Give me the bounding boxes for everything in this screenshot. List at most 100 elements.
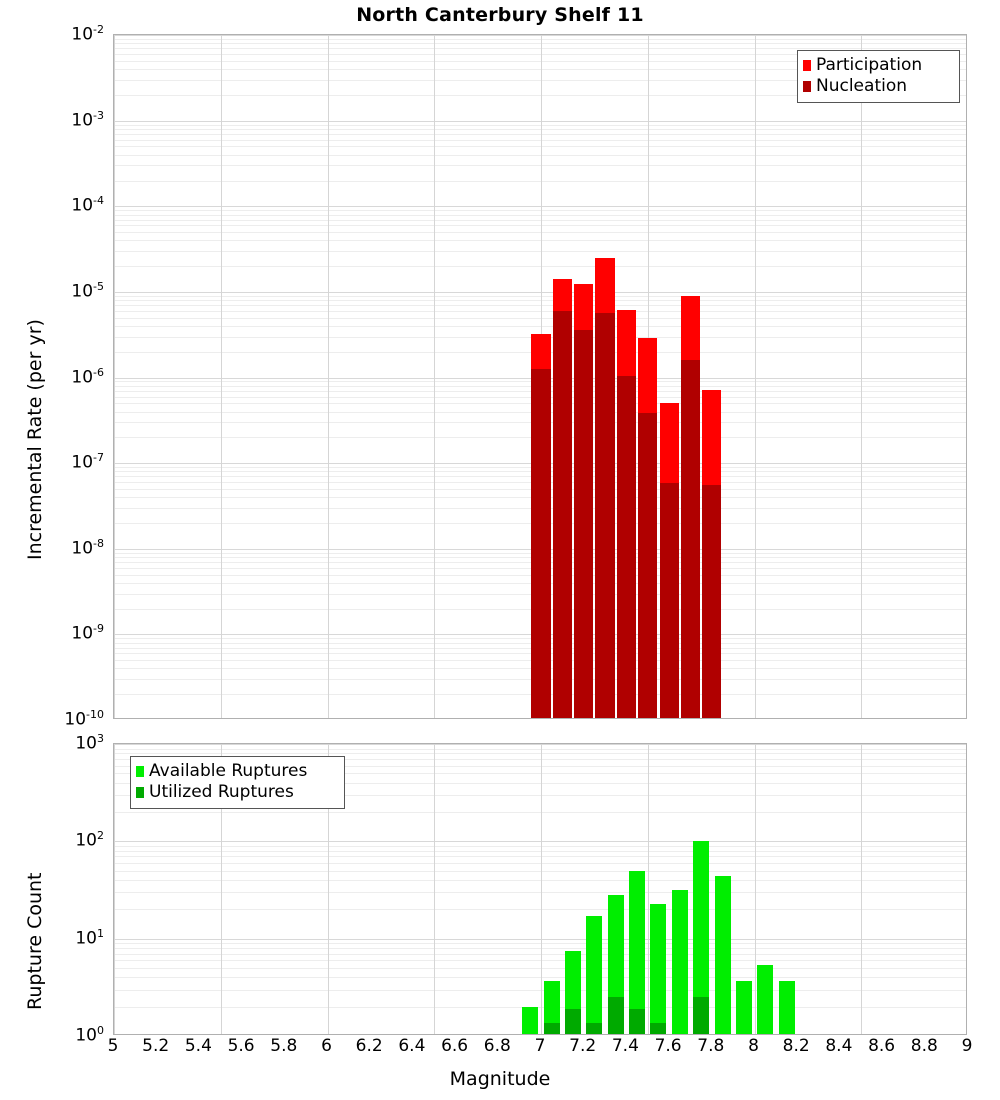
x-axis-label: Magnitude [449, 1068, 551, 1090]
bar-segment-nucleation [638, 412, 658, 718]
gridline-minor-horizontal [114, 266, 966, 268]
x-axis-tick-label: 5.2 [142, 1036, 170, 1056]
bar-segment-utilized [565, 1008, 581, 1034]
gridline-minor-horizontal [114, 317, 966, 319]
bar-group [638, 35, 658, 718]
gridline-minor-horizontal [114, 310, 966, 312]
gridline-minor-horizontal [114, 325, 966, 327]
bar-segment-nucleation [680, 360, 700, 718]
x-axis-tick-label: 8.6 [868, 1036, 896, 1056]
bar-group [574, 35, 594, 718]
y-axis-tick-label: 10-9 [71, 622, 104, 645]
gridline-major-horizontal [114, 291, 966, 293]
gridline-vertical [434, 744, 436, 1034]
gridline-minor-horizontal [114, 251, 966, 252]
gridline-vertical [114, 744, 115, 1034]
legend-item: Utilized Ruptures [136, 782, 337, 803]
bar-group [522, 744, 539, 1034]
gridline-vertical [754, 744, 756, 1034]
gridline-vertical [220, 35, 222, 718]
gridline-minor-horizontal [114, 300, 966, 302]
gridline-minor-horizontal [114, 180, 966, 182]
x-axis-tick-label: 8.8 [910, 1036, 938, 1056]
bar-segment-nucleation [616, 375, 636, 718]
bar-segment-utilized [714, 1033, 731, 1034]
bar-segment-utilized [650, 1023, 667, 1034]
gridline-minor-horizontal [114, 753, 966, 755]
x-axis-tick-label: 7.2 [569, 1036, 597, 1056]
x-axis-tick-label: 5.6 [227, 1036, 255, 1056]
legend-swatch-icon [803, 60, 811, 71]
x-axis-tick-label: 7.4 [611, 1036, 639, 1056]
bar-group [448, 744, 464, 1034]
y-axis-tick-label: 10-5 [71, 279, 104, 302]
page-title: North Canterbury Shelf 11 [356, 4, 644, 26]
legend-label: Available Ruptures [149, 761, 308, 781]
bar-group [607, 744, 624, 1034]
gridline-minor-horizontal [114, 880, 966, 882]
x-axis-tick-label: 8 [748, 1036, 759, 1056]
gridline-minor-horizontal [114, 133, 966, 135]
gridline-minor-horizontal [114, 94, 966, 96]
gridline-major-horizontal [114, 841, 966, 843]
gridline-vertical [327, 35, 329, 718]
y-axis-tick-label: 102 [75, 829, 104, 851]
bar-segment-nucleation [595, 313, 615, 718]
gridline-minor-horizontal [114, 968, 966, 969]
gridline-minor-horizontal [114, 38, 966, 40]
legend-swatch-icon [803, 81, 811, 92]
gridline-minor-horizontal [114, 989, 966, 991]
bar-segment-available [778, 980, 795, 1034]
x-axis-tick-label: 5.8 [270, 1036, 298, 1056]
gridline-minor-horizontal [114, 773, 966, 775]
gridline-minor-horizontal [114, 128, 966, 130]
gridline-minor-horizontal [114, 812, 966, 813]
x-axis-tick-label: 5.4 [184, 1036, 212, 1056]
rupture-legend: Available Ruptures Utilized Ruptures [130, 756, 345, 809]
x-axis-tick-label: 8.4 [825, 1036, 853, 1056]
x-axis-tick-label: 7.8 [697, 1036, 725, 1056]
y-axis-tick-label: 101 [75, 926, 104, 949]
count-plot-panel [113, 743, 967, 1035]
gridline-minor-horizontal [114, 43, 966, 45]
gridline-minor-horizontal [114, 154, 966, 156]
gridline-major-horizontal [114, 938, 966, 940]
bar-group [586, 744, 603, 1034]
gridline-minor-horizontal [114, 69, 966, 71]
bar-group [778, 744, 795, 1034]
legend-label: Participation [816, 55, 923, 75]
gridline-minor-horizontal [114, 765, 966, 767]
y-axis-tick-label: 10-7 [71, 451, 104, 473]
bar-group [735, 744, 752, 1034]
x-axis-tick-label: 7 [534, 1036, 546, 1056]
bar-segment-available [757, 964, 774, 1034]
y-axis-tick-label: 10-2 [71, 23, 104, 45]
x-axis-tick-label: 6.8 [483, 1036, 511, 1056]
bar-group [629, 744, 646, 1034]
bar-segment-available [543, 980, 560, 1034]
gridline-minor-horizontal [114, 214, 966, 216]
gridline-minor-horizontal [114, 225, 966, 227]
x-axis-tick-label: 6.2 [355, 1036, 383, 1056]
bar-group [531, 35, 551, 718]
gridline-major-horizontal [114, 744, 966, 745]
gridline-minor-horizontal [114, 794, 966, 796]
gridline-minor-horizontal [114, 210, 966, 212]
gridline-minor-horizontal [114, 862, 966, 864]
bar-segment-utilized [671, 1033, 688, 1034]
gridline-minor-horizontal [114, 850, 966, 852]
bar-segment-available [650, 903, 667, 1034]
bar-segment-utilized [629, 1008, 646, 1034]
gridline-vertical [327, 744, 329, 1034]
bar-group [693, 744, 710, 1034]
bar-group [543, 744, 560, 1034]
bar-segment-available [714, 876, 731, 1034]
gridline-vertical [114, 35, 115, 718]
gridline-minor-horizontal [114, 139, 966, 141]
legend-item: Available Ruptures [136, 761, 337, 782]
legend-label: Utilized Ruptures [149, 782, 294, 802]
bar-group [616, 35, 636, 718]
bar-group [714, 744, 731, 1034]
gridline-minor-horizontal [114, 960, 966, 962]
gridline-minor-horizontal [114, 60, 966, 62]
